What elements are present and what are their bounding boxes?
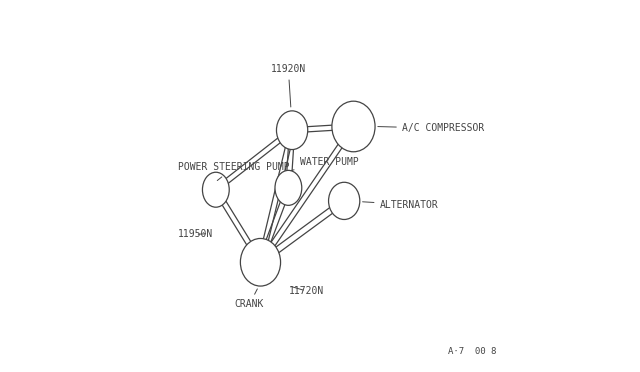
- Ellipse shape: [241, 238, 280, 286]
- Text: A/C COMPRESSOR: A/C COMPRESSOR: [378, 124, 484, 133]
- Text: CRANK: CRANK: [235, 289, 264, 310]
- Ellipse shape: [328, 182, 360, 219]
- Ellipse shape: [275, 170, 302, 205]
- Text: WATER PUMP: WATER PUMP: [291, 157, 358, 170]
- Text: 11920N: 11920N: [271, 64, 306, 107]
- Text: 11950N: 11950N: [178, 230, 213, 239]
- Ellipse shape: [332, 101, 375, 152]
- Ellipse shape: [202, 172, 229, 207]
- Text: POWER STEERING PUMP: POWER STEERING PUMP: [178, 163, 289, 180]
- Text: ALTERNATOR: ALTERNATOR: [363, 200, 438, 209]
- Text: A·7  00 8: A·7 00 8: [449, 347, 497, 356]
- Text: 11720N: 11720N: [289, 286, 324, 296]
- Ellipse shape: [276, 111, 308, 150]
